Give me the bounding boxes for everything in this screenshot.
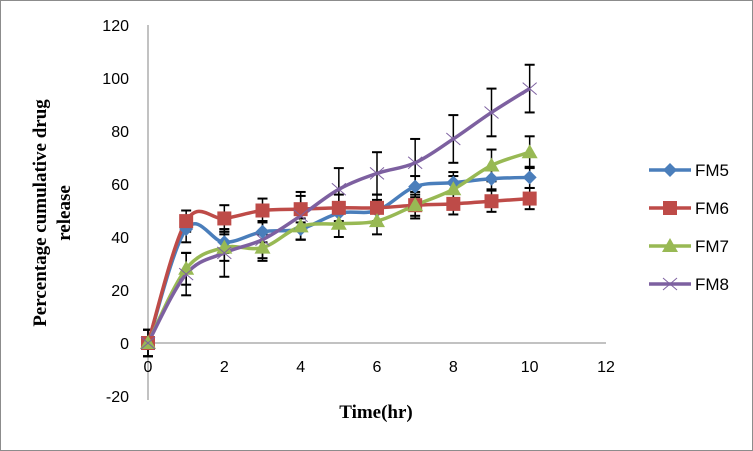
data-point-fm5	[408, 179, 423, 194]
data-point-fm8	[293, 209, 308, 223]
series-line-fm5	[146, 175, 530, 344]
data-point-fm8	[369, 167, 385, 180]
data-point-fm7	[369, 213, 385, 228]
data-point-fm8	[178, 267, 194, 281]
data-point-fm6	[484, 194, 499, 209]
data-point-fm6	[446, 196, 461, 211]
data-point-fm8	[140, 336, 156, 350]
data-point-fm7	[483, 157, 500, 172]
legend-item-fm5: FM5	[649, 161, 729, 180]
data-point-fm6	[217, 211, 232, 226]
legend-marker	[663, 201, 677, 215]
legend-marker	[663, 163, 677, 177]
legend: FM5 FM6 FM7 FM8	[649, 161, 729, 294]
x-tick-label: 4	[296, 359, 305, 376]
data-point-fm8	[255, 233, 270, 247]
data-point-fm7	[407, 197, 424, 212]
legend-item-fm6: FM6	[649, 199, 729, 218]
legend-marker	[662, 238, 678, 252]
x-axis-title: Time(hr)	[339, 402, 413, 423]
y-tick-label: 120	[102, 18, 129, 35]
x-tick-label: 0	[144, 359, 153, 376]
y-axis-title-line: Percentage cumulative drug	[30, 99, 51, 327]
series-markers	[140, 82, 538, 350]
data-point-fm6	[293, 202, 308, 217]
data-point-fm7	[330, 215, 347, 230]
y-axis-title-line: release	[54, 185, 75, 241]
legend-label: FM7	[695, 237, 729, 256]
data-point-fm5	[522, 170, 537, 185]
legend-label: FM5	[695, 161, 729, 180]
legend-marker	[662, 277, 678, 291]
y-tick-label: -20	[106, 389, 129, 406]
tick-labels: -20 0 20 40 60 80 100 120 0 2 4 6 8 10 12	[102, 18, 615, 406]
x-tick-label: 2	[220, 359, 229, 376]
y-tick-label: 0	[120, 336, 129, 353]
data-point-fm8	[522, 82, 537, 95]
data-point-fm7	[445, 181, 462, 196]
data-point-fm8	[331, 182, 347, 196]
data-point-fm6	[522, 191, 537, 206]
legend-item-fm8: FM8	[649, 275, 729, 294]
data-point-fm8	[407, 156, 423, 170]
data-point-fm7	[292, 218, 309, 233]
x-tick-label: 12	[597, 359, 615, 376]
y-tick-label: 60	[111, 177, 129, 194]
y-tick-label: 100	[102, 71, 129, 88]
data-point-fm6	[331, 200, 346, 215]
data-point-fm6	[179, 214, 194, 229]
data-point-fm6	[370, 200, 384, 215]
data-point-fm8	[217, 246, 232, 260]
data-point-fm8	[446, 132, 461, 146]
data-point-fm7	[521, 144, 538, 159]
data-point-fm7	[254, 239, 271, 254]
x-tick-label: 6	[373, 359, 382, 376]
y-tick-label: 40	[111, 230, 129, 247]
x-tick-label: 8	[449, 359, 458, 376]
x-tick-label: 10	[521, 359, 539, 376]
y-tick-label: 20	[111, 283, 129, 300]
data-point-fm5	[255, 224, 270, 239]
data-point-fm8	[484, 106, 499, 119]
data-point-fm5	[484, 171, 499, 186]
data-point-fm6	[255, 203, 270, 218]
legend-item-fm7: FM7	[649, 237, 729, 256]
y-axis-title: Percentage cumulative drug release	[30, 99, 75, 327]
legend-label: FM6	[695, 199, 729, 218]
legend-label: FM8	[695, 275, 729, 294]
y-tick-label: 80	[111, 124, 129, 141]
data-point-fm7	[140, 335, 156, 349]
